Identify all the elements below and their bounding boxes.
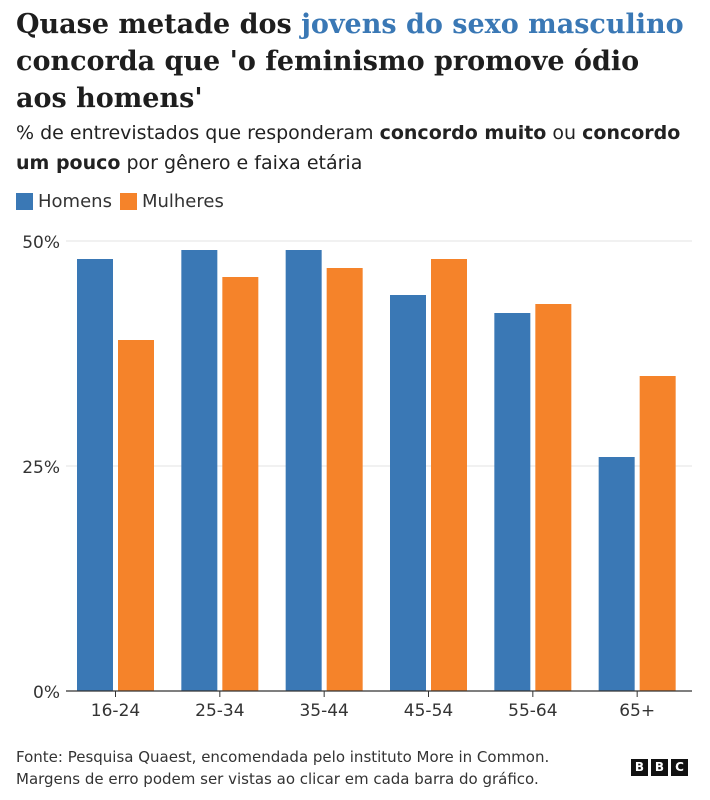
logo-letter-b1: B xyxy=(631,759,648,776)
bar-mulheres-45-54 xyxy=(431,259,467,691)
x-tick-label: 45-54 xyxy=(404,701,453,721)
bar-mulheres-16-24 xyxy=(118,340,154,691)
bar-mulheres-65+ xyxy=(639,376,676,691)
x-tick-label: 16-24 xyxy=(91,701,140,721)
legend-item-mulheres: Mulheres xyxy=(119,191,224,212)
footer-note: Margens de erro podem ser vistas ao clic… xyxy=(16,770,539,788)
y-tick-label: 25% xyxy=(22,458,60,478)
bar-homens-55-64 xyxy=(494,313,531,691)
bar-chart: 0% 25% 50% 16-24 25-34 35-44 45-54 55-64 65+ xyxy=(22,233,692,721)
logo-letter-b2: B xyxy=(651,759,668,776)
bar-homens-45-54 xyxy=(390,295,426,691)
chart-title: Quase metade dos jovens do sexo masculin… xyxy=(16,6,696,117)
title-text-end: concorda que 'o feminismo promove ódio a… xyxy=(16,46,640,114)
bar-mulheres-25-34 xyxy=(222,277,259,691)
chart-subtitle: % de entrevistados que responderam conco… xyxy=(16,118,696,178)
bar-homens-25-34 xyxy=(181,250,218,691)
legend-label-homens: Homens xyxy=(38,191,112,212)
subtitle-bold-2: concordo um pouco xyxy=(16,122,681,174)
bbc-logo: B B C xyxy=(628,759,688,776)
legend: Homens Mulheres xyxy=(16,191,232,212)
subtitle-text-2: ou xyxy=(546,122,583,144)
legend-swatch-mulheres xyxy=(119,193,137,210)
footer: Fonte: Pesquisa Quaest, encomendada pelo… xyxy=(16,746,616,790)
bar-homens-16-24 xyxy=(77,259,113,691)
bar-mulheres-55-64 xyxy=(535,304,572,691)
subtitle-text: % de entrevistados que responderam xyxy=(16,122,380,144)
footer-source: Fonte: Pesquisa Quaest, encomendada pelo… xyxy=(16,748,550,766)
x-tick-label: 55-64 xyxy=(508,701,557,721)
bar-mulheres-35-44 xyxy=(326,268,363,691)
logo-letter-c: C xyxy=(671,759,688,776)
subtitle-text-3: por gênero e faixa etária xyxy=(120,152,363,174)
legend-label-mulheres: Mulheres xyxy=(141,191,224,212)
x-tick-label: 25-34 xyxy=(195,701,244,721)
legend-item-homens: Homens xyxy=(16,191,112,212)
title-highlight: jovens do sexo masculino xyxy=(301,9,684,40)
legend-swatch-homens xyxy=(16,193,33,210)
bar-homens-65+ xyxy=(598,457,635,691)
y-tick-label: 50% xyxy=(22,233,60,253)
subtitle-bold-1: concordo muito xyxy=(379,122,547,144)
x-tick-label: 35-44 xyxy=(299,701,348,721)
x-tick-label: 65+ xyxy=(619,701,655,721)
y-tick-label: 0% xyxy=(33,683,60,703)
title-text: Quase metade dos xyxy=(16,9,302,40)
bar-homens-35-44 xyxy=(285,250,322,691)
